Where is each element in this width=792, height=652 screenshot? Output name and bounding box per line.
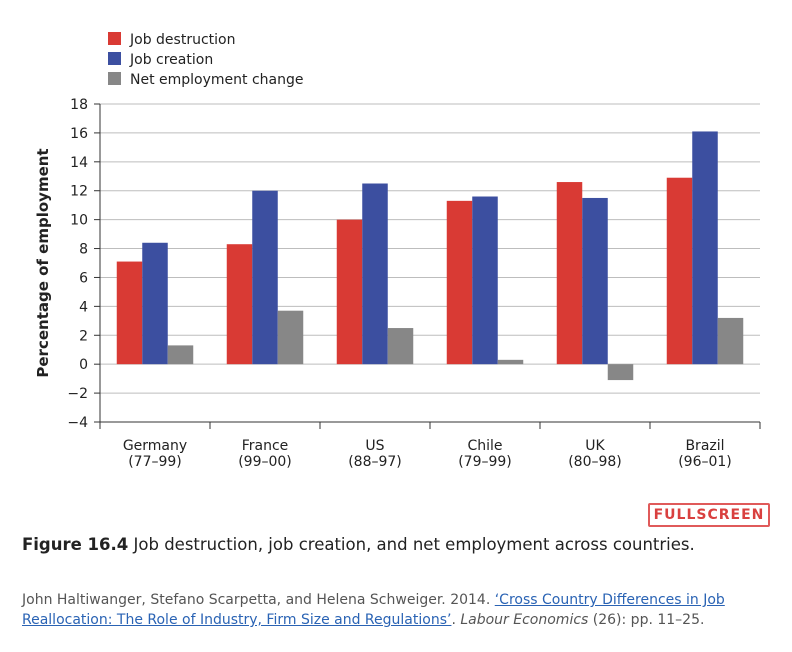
gridlines [100,103,760,423]
bar-job-destruction [226,244,253,365]
x-tick-label: (99–00) [238,454,292,470]
legend-swatch [108,52,121,65]
bar-job-destruction [446,200,473,365]
y-tick-label: 0 [79,357,88,373]
source-citation: John Haltiwanger, Stefano Scarpetta, and… [22,590,782,630]
bar-job-creation [362,183,388,365]
y-tick-label: 18 [70,97,88,113]
x-tick-label: (88–97) [348,454,402,470]
fullscreen-button[interactable]: FULLSCREEN [648,503,770,527]
bar-net-employment-change [717,317,744,365]
y-tick-label: 10 [70,213,88,229]
bar-net-employment-change [167,345,194,365]
x-tick-label: Brazil [685,438,724,454]
bar-net-employment-change [277,310,304,365]
y-tick-label: 6 [79,270,88,286]
x-tick-label: (77–99) [128,454,182,470]
bar-job-destruction [666,177,693,365]
y-tick-label: 8 [79,242,88,258]
bar-job-creation [582,197,608,365]
y-tick-label: 14 [70,155,88,171]
figure-label: Figure 16.4 [22,535,129,554]
y-tick-label: −4 [67,415,88,431]
bar-job-creation [142,242,168,365]
bar-chart: Job destruction Job creation Net employmen… [34,32,761,470]
x-tick-label: (79–99) [458,454,512,470]
y-tick-label: 12 [70,184,88,200]
x-tick-label: US [365,438,384,454]
y-tick-label: 2 [79,328,88,344]
source-authors: John Haltiwanger, Stefano Scarpetta, and… [22,592,495,608]
x-tick-label: France [242,438,289,454]
bars [116,131,744,381]
bar-job-destruction [556,182,583,365]
x-tick-labels: Germany(77–99) France(99–00) US(88–97) Chil… [123,438,732,470]
bar-job-creation [252,190,278,365]
x-tick-label: Germany [123,438,187,454]
legend: Job destruction Job creation Net employmen… [108,32,304,88]
y-tick-label: −2 [67,386,88,402]
figure-caption: Figure 16.4 Job destruction, job creatio… [22,535,782,554]
source-after-link: . [451,612,461,628]
legend-label: Job destruction [129,32,235,48]
y-tick-labels: −4 −2 0 2 4 6 8 10 12 14 16 18 [67,97,88,431]
x-tick-label: (80–98) [568,454,622,470]
y-tick-label: 16 [70,126,88,142]
y-axis-label: Percentage of employment [34,148,52,377]
x-tick-label: UK [585,438,605,454]
bar-job-destruction [116,261,143,365]
legend-swatch [108,72,121,85]
bar-job-creation [472,196,498,365]
bar-net-employment-change [497,359,524,365]
bar-net-employment-change [607,364,634,381]
bar-job-creation [692,131,718,365]
source-link[interactable]: ‘Cross Country Differences in Job Reallo… [22,592,725,628]
source-details: (26): pp. 11–25. [588,612,705,628]
y-tick-label: 4 [79,299,88,315]
axes [94,103,761,429]
x-tick-label: Chile [467,438,502,454]
legend-label: Net employment change [130,72,304,88]
legend-label: Job creation [129,52,213,68]
source-journal: Labour Economics [460,612,589,628]
x-tick-label: (96–01) [678,454,732,470]
bar-job-destruction [336,219,363,365]
legend-swatch [108,32,121,45]
bar-net-employment-change [387,328,414,365]
caption-text: Job destruction, job creation, and net e… [128,535,695,554]
